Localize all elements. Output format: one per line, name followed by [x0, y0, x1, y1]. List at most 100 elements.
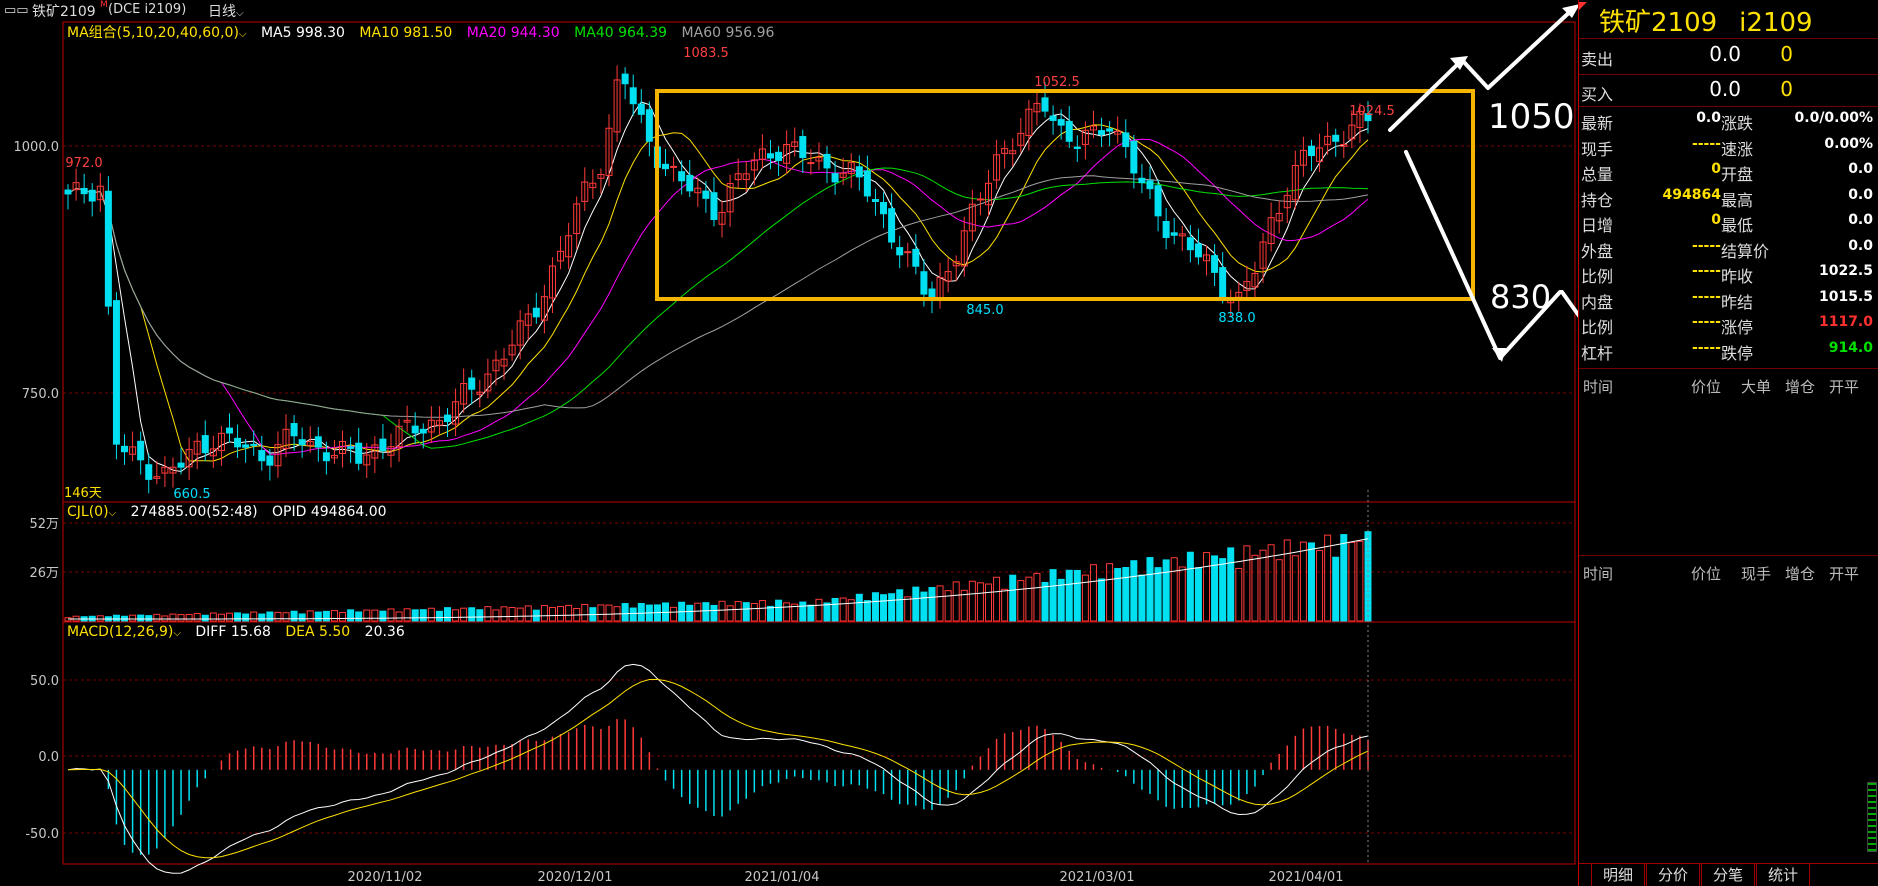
candle-body	[629, 87, 637, 105]
candle-body	[452, 401, 460, 425]
sell-qty: 0	[1780, 42, 1793, 66]
vol-value: 274885.00(52:48)	[130, 504, 258, 520]
label-high-3: 1024.5	[1349, 104, 1395, 119]
volume-bar	[855, 593, 863, 622]
price-tick-1000: 1000.0	[14, 140, 60, 155]
period-selector[interactable]: 日线⌵	[208, 1, 244, 21]
volume-bar	[266, 611, 274, 622]
quote-row: 比例 ----- 昨收 1022.5	[1579, 263, 1878, 289]
ma-legend-label[interactable]: MA组合(5,10,20,40,60,0)⌵	[67, 25, 247, 41]
tab-1[interactable]: 分价	[1646, 864, 1700, 886]
candle-body	[734, 173, 742, 181]
quote-value: 0.0	[1848, 212, 1873, 228]
quote-label: 开盘	[1721, 165, 1754, 184]
candle-body	[1138, 177, 1146, 184]
ma20-value: MA20 944.30	[466, 25, 560, 41]
volume-bar	[1089, 564, 1097, 622]
tab-2[interactable]: 分笔	[1701, 864, 1755, 886]
candle-body	[177, 462, 185, 468]
candle-body	[1348, 124, 1356, 140]
volume-bar	[274, 611, 282, 622]
candle-body	[1001, 148, 1009, 154]
volume-bar	[936, 585, 944, 622]
volume-bar	[1219, 558, 1227, 622]
tab-3[interactable]: 统计	[1756, 864, 1810, 886]
candle-body	[888, 208, 896, 243]
label-low-0: 660.5	[173, 487, 210, 502]
macd-legend-label[interactable]: MACD(12,26,9)⌵	[67, 624, 181, 640]
quote-value: -----	[1691, 237, 1721, 254]
tick-column-header: 增仓	[1785, 378, 1816, 396]
macd-lines	[67, 663, 1369, 874]
volume-bars	[64, 531, 1372, 622]
dea-value: DEA 5.50	[285, 624, 351, 640]
oi-line	[68, 538, 1369, 620]
quote-label: 涨跌	[1721, 114, 1754, 133]
macd-histogram	[75, 719, 1369, 855]
volume-bar	[306, 610, 314, 622]
candle-body	[209, 448, 217, 457]
volume-bar	[217, 613, 225, 622]
candle-body	[1211, 255, 1219, 273]
scroll-indicator[interactable]	[1867, 782, 1877, 852]
volume-bar	[444, 607, 452, 622]
candle-body	[1243, 281, 1251, 291]
volume-bar	[1033, 572, 1041, 622]
volume-bar	[96, 615, 104, 622]
volume-bar	[831, 597, 839, 622]
date-tick-4: 2021/03/01	[1060, 870, 1135, 885]
volume-bar	[201, 614, 209, 622]
chevron-down-icon: ⌵	[173, 628, 181, 639]
panel-symbol: 铁矿2109	[1599, 8, 1718, 38]
candle-body	[258, 450, 266, 462]
ma40-value: MA40 964.39	[574, 25, 668, 41]
quote-value: 914.0	[1828, 339, 1873, 356]
volume-bar	[161, 615, 169, 622]
tab-0[interactable]: 明细	[1591, 864, 1645, 886]
volume-bar	[129, 614, 137, 622]
volume-bar	[1227, 547, 1235, 622]
volume-bar	[686, 604, 694, 622]
volume-bar	[322, 610, 330, 622]
volume-bar	[888, 593, 896, 622]
candle-body	[363, 454, 371, 466]
candle-body	[605, 127, 613, 176]
panel-code: i2109	[1739, 8, 1813, 38]
candle-body	[839, 172, 847, 178]
candle-body	[1291, 164, 1299, 201]
ma10-value: MA10 981.50	[359, 25, 453, 41]
quote-label: 最高	[1721, 190, 1754, 210]
candle-body	[1114, 130, 1122, 135]
candle-body	[1194, 243, 1202, 258]
volume-bar	[1001, 588, 1009, 622]
volume-bar	[1049, 569, 1057, 622]
candle-body	[306, 441, 314, 446]
volume-bar	[330, 610, 338, 622]
volume-bar	[516, 607, 524, 622]
volume-bar	[209, 612, 217, 622]
candle-body	[1146, 180, 1154, 190]
volume-bar	[823, 602, 831, 622]
volume-bar	[880, 594, 888, 622]
volume-bar	[1203, 552, 1211, 622]
candle-body	[339, 440, 347, 455]
candle-body	[524, 313, 532, 326]
candle-body	[1122, 132, 1130, 148]
volume-bar	[355, 611, 363, 622]
volume-bar	[718, 600, 726, 622]
volume-bar	[1130, 560, 1138, 622]
candle-body	[476, 391, 484, 395]
symbol-name[interactable]: 铁矿2109	[32, 4, 96, 20]
vol-legend-label[interactable]: CJL(0)⌵	[67, 504, 117, 520]
quote-value: -----	[1691, 288, 1721, 305]
label-high-2: 1052.5	[1034, 75, 1080, 90]
quote-value: 0	[1711, 212, 1721, 228]
volume-bar	[1154, 567, 1162, 622]
volume-bar	[871, 592, 879, 622]
level-low-label: 830	[1490, 278, 1551, 316]
ma5-value: MA5 998.30	[260, 25, 345, 41]
volume-bar	[290, 610, 298, 622]
candle-body	[1089, 125, 1097, 131]
volume-bar	[1065, 569, 1073, 622]
